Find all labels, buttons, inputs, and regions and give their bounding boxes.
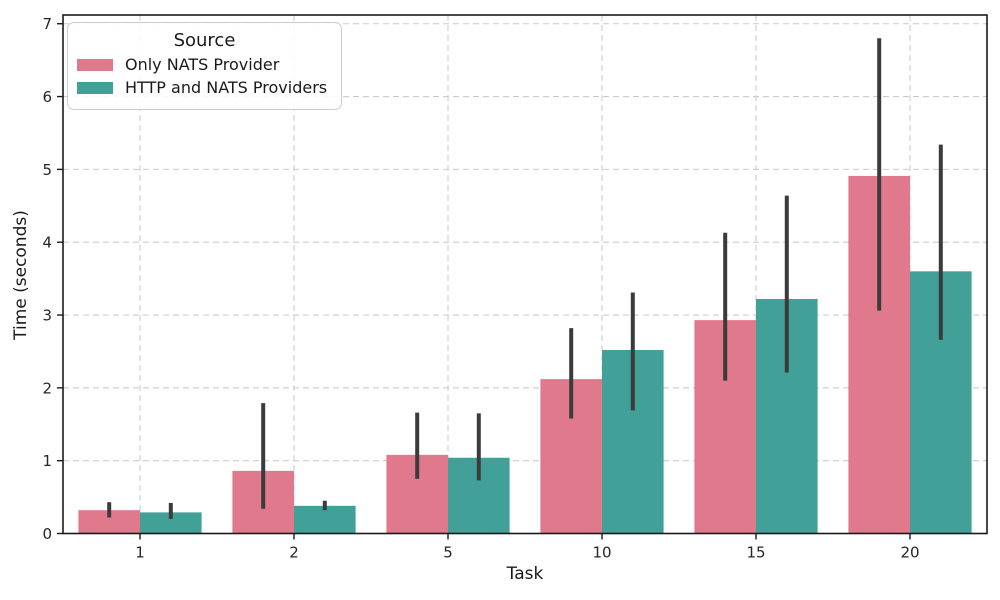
legend-item-only-nats: Only NATS Provider xyxy=(68,53,341,76)
legend-label-http-nats: HTTP and NATS Providers xyxy=(125,78,328,97)
legend-swatch-only-nats xyxy=(77,58,113,71)
x-tick-label: 1 xyxy=(135,544,145,562)
y-tick-label: 5 xyxy=(42,161,52,179)
y-axis-label: Time (seconds) xyxy=(11,210,31,340)
bar xyxy=(294,505,356,534)
y-tick-label: 7 xyxy=(42,15,52,33)
legend-swatch-http-nats xyxy=(77,81,113,94)
x-tick-label: 2 xyxy=(289,544,299,562)
x-tick-label: 5 xyxy=(443,544,453,562)
y-tick-label: 2 xyxy=(42,379,52,397)
legend: Source Only NATS Provider HTTP and NATS … xyxy=(67,22,342,110)
x-tick-label: 15 xyxy=(746,544,765,562)
legend-item-http-nats: HTTP and NATS Providers xyxy=(68,76,341,99)
x-tick-label: 20 xyxy=(900,544,919,562)
x-tick-label: 10 xyxy=(592,544,611,562)
x-axis-label: Task xyxy=(506,564,544,584)
plot-border xyxy=(62,14,988,535)
y-tick-label: 3 xyxy=(42,307,52,325)
y-tick-label: 4 xyxy=(42,234,52,252)
legend-label-only-nats: Only NATS Provider xyxy=(125,55,280,74)
bar xyxy=(78,510,140,534)
y-tick-label: 0 xyxy=(42,525,52,543)
legend-title: Source xyxy=(173,30,236,51)
y-tick-label: 6 xyxy=(42,88,52,106)
y-tick-label: 1 xyxy=(42,452,52,470)
bar xyxy=(140,512,202,534)
